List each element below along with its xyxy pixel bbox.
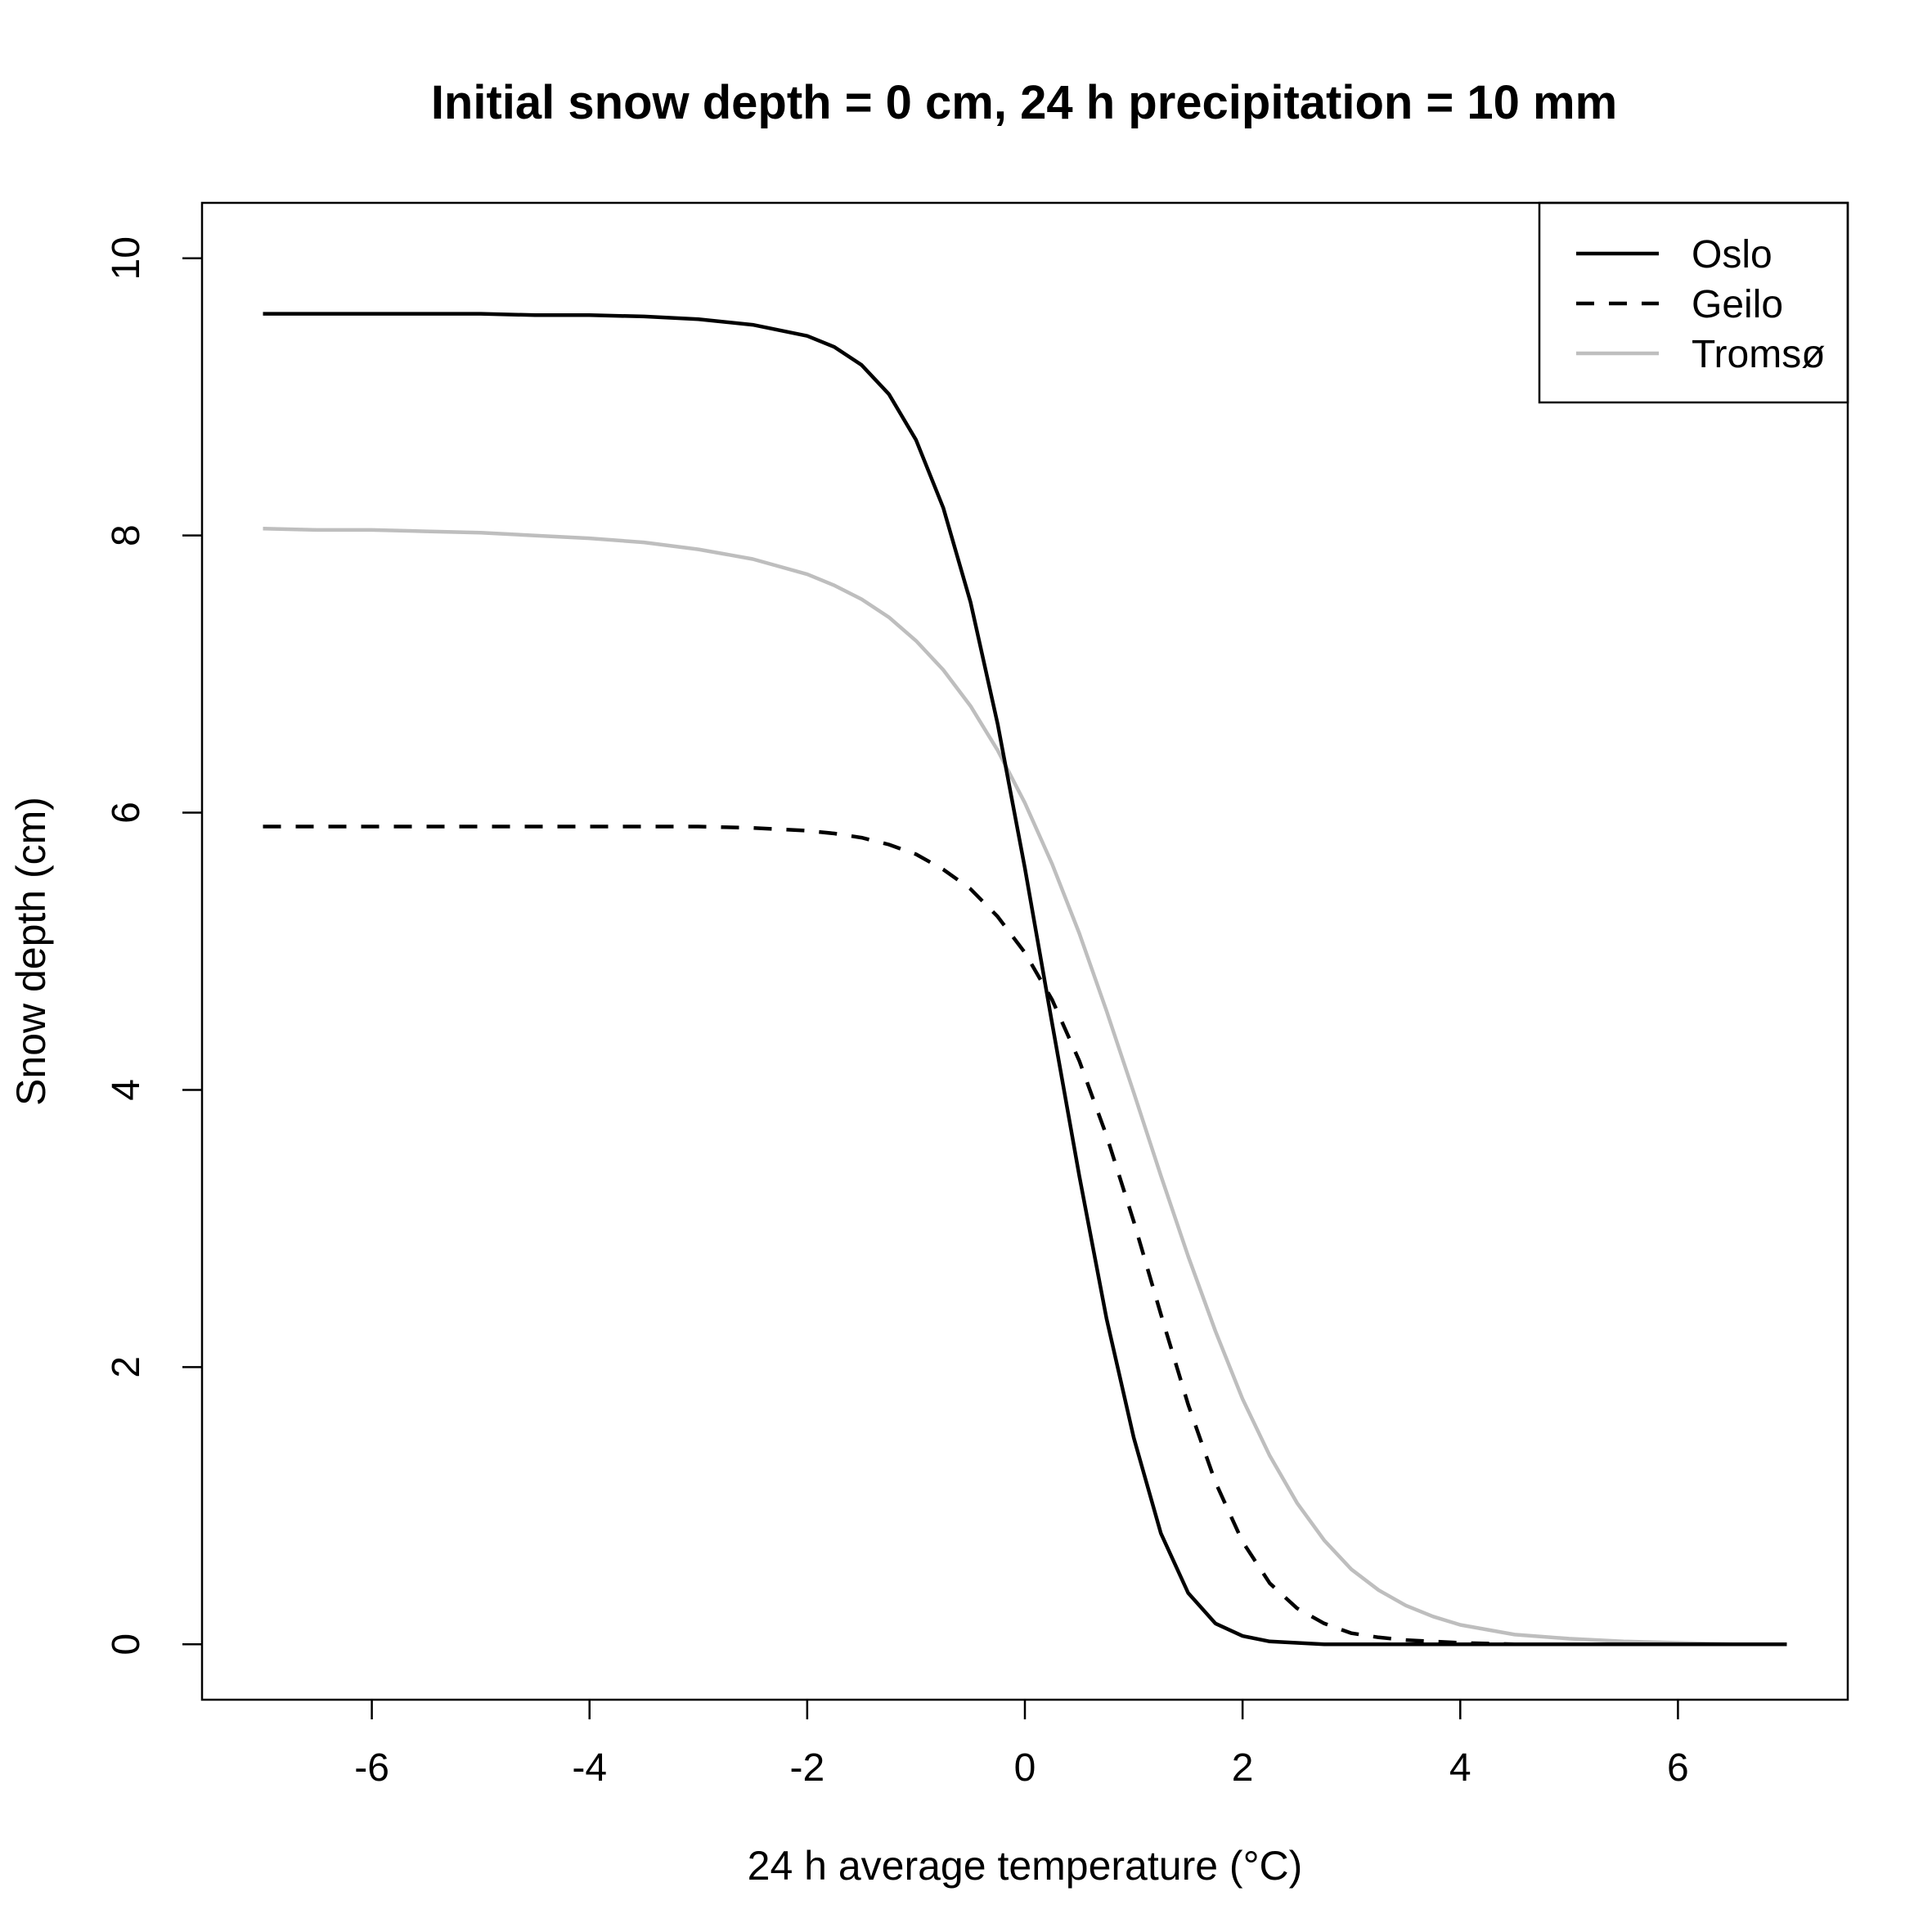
- x-axis-label: 24 h average temperature (°C): [748, 1843, 1303, 1889]
- y-tick-label: 0: [105, 1633, 148, 1656]
- y-tick-label: 8: [105, 524, 148, 546]
- y-tick-label: 4: [105, 1079, 148, 1101]
- legend-frame: [1538, 201, 1849, 404]
- legend-label-oslo: Oslo: [1692, 233, 1772, 276]
- chart-title: Initial snow depth = 0 cm, 24 h precipit…: [431, 76, 1617, 129]
- y-tick-label: 2: [105, 1356, 148, 1378]
- y-tick-label: 6: [105, 802, 148, 824]
- y-axis: 0 2 4 6 8 10: [105, 236, 202, 1656]
- plot-frame: [200, 201, 1849, 1701]
- y-tick-label: 10: [105, 236, 148, 280]
- x-tick-label: 4: [1449, 1746, 1471, 1790]
- x-tick-label: 2: [1232, 1746, 1254, 1790]
- x-tick-label: 6: [1667, 1746, 1689, 1790]
- series-line-oslo: [263, 312, 1787, 1647]
- x-tick-label: -2: [790, 1746, 825, 1790]
- x-axis: -6 -4 -2 0 2 4 6: [354, 1700, 1689, 1790]
- legend: Oslo Geilo Tromsø: [1538, 201, 1849, 404]
- legend-label-tromsø: Tromsø: [1692, 333, 1826, 376]
- x-tick-label: -6: [354, 1746, 389, 1790]
- x-tick-label: -4: [572, 1746, 607, 1790]
- x-tick-label: 0: [1014, 1746, 1036, 1790]
- series-line-tromsø: [263, 526, 1787, 1647]
- series-layer: [263, 312, 1787, 1647]
- y-axis-label: Snow depth (cm): [8, 797, 54, 1106]
- legend-label-geilo: Geilo: [1692, 283, 1783, 326]
- series-line-geilo: [263, 824, 1787, 1647]
